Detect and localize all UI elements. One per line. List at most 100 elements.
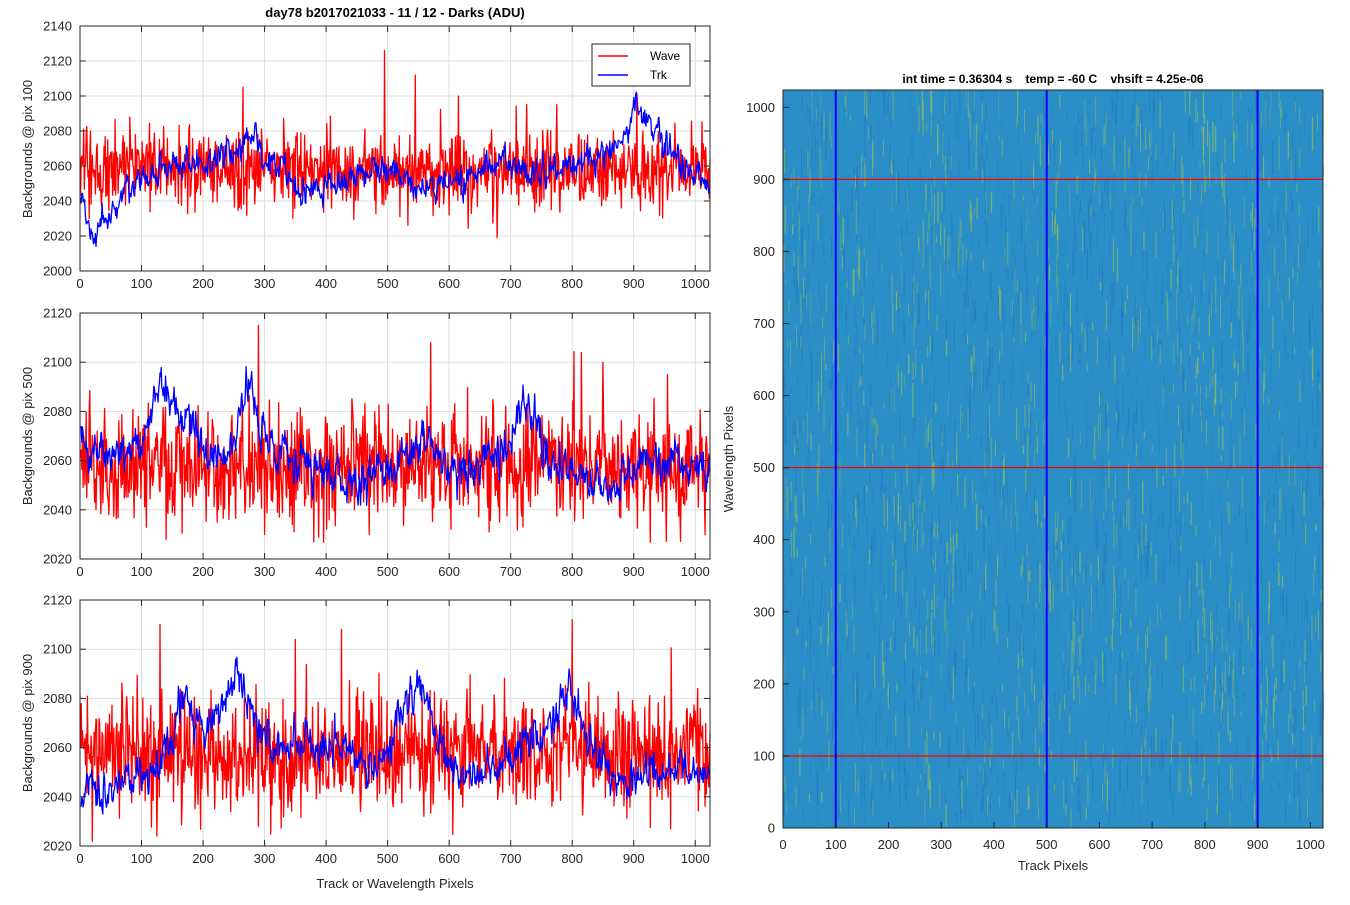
x-tick-label: 400: [315, 851, 337, 866]
x-tick-label: 300: [254, 564, 276, 579]
x-tick-label: 400: [315, 564, 337, 579]
y-tick-label: 2000: [43, 264, 72, 279]
x-tick-label: 0: [76, 851, 83, 866]
x-tick-label: 100: [131, 564, 153, 579]
series-trk-line: [79, 366, 711, 506]
y-tick-label: 2020: [43, 839, 72, 854]
x-tick-label: 0: [76, 564, 83, 579]
series-wave-line: [79, 619, 711, 842]
heatmap-y-tick-label: 400: [753, 532, 775, 547]
heatmap-x-tick-label: 600: [1089, 837, 1111, 852]
y-tick-label: 2120: [43, 306, 72, 321]
y-tick-label: 2080: [43, 691, 72, 706]
panel-pix-100: Backgrounds @ pix 100 0 100 200 300 400 500 60…: [20, 19, 711, 291]
x-tick-label: 1000: [681, 564, 710, 579]
heatmap-x-tick-label: 500: [1036, 837, 1058, 852]
heatmap-y-tick-label: 100: [753, 748, 775, 763]
y-tick-label: 2020: [43, 552, 72, 567]
panel-pix-900-xlabel: Track or Wavelength Pixels: [316, 876, 474, 891]
heatmap-title: int time = 0.36304 s temp = -60 C vhsift…: [902, 72, 1203, 86]
heatmap-y-tick-label: 900: [753, 172, 775, 187]
y-tick-label: 2100: [43, 355, 72, 370]
x-tick-label: 700: [500, 276, 522, 291]
heatmap-y-tick-label: 800: [753, 244, 775, 259]
y-tick-label: 2100: [43, 89, 72, 104]
figure-title: day78 b2017021033 - 11 / 12 - Darks (ADU…: [265, 5, 524, 20]
y-tick-label: 2120: [43, 593, 72, 608]
y-tick-label: 2140: [43, 19, 72, 34]
x-tick-label: 200: [192, 564, 214, 579]
axes-box: [79, 25, 711, 272]
x-tick-label: 900: [623, 564, 645, 579]
heatmap-xlabel: Track Pixels: [1018, 858, 1089, 873]
x-tick-label: 600: [438, 851, 460, 866]
series-wave-line: [79, 324, 711, 543]
heatmap-streaks: [783, 90, 1324, 828]
heatmap-x-tick-label: 800: [1194, 837, 1216, 852]
x-tick-label: 100: [131, 276, 153, 291]
y-tick-label: 2040: [43, 502, 72, 517]
x-tick-label: 300: [254, 851, 276, 866]
x-tick-label: 900: [623, 851, 645, 866]
x-tick-label: 600: [438, 564, 460, 579]
x-tick-label: 600: [438, 276, 460, 291]
heatmap-x-tick-label: 100: [825, 837, 847, 852]
x-tick-label: 100: [131, 851, 153, 866]
x-tick-label: 800: [561, 851, 583, 866]
y-tick-label: 2060: [43, 453, 72, 468]
x-tick-label: 500: [377, 851, 399, 866]
x-tick-label: 500: [377, 564, 399, 579]
y-tick-label: 2040: [43, 194, 72, 209]
heatmap-x-tick-label: 300: [930, 837, 952, 852]
x-tick-label: 700: [500, 564, 522, 579]
heatmap-y-tick-label: 600: [753, 388, 775, 403]
axes-box: [79, 599, 711, 847]
heatmap-axes-box: [782, 89, 1324, 829]
heatmap-x-tick-label: 400: [983, 837, 1005, 852]
x-tick-label: 400: [315, 276, 337, 291]
panel-heatmap: int time = 0.36304 s temp = -60 C vhsift…: [721, 72, 1325, 873]
heatmap-x-tick-label: 200: [878, 837, 900, 852]
y-tick-label: 2020: [43, 229, 72, 244]
series-trk-line: [80, 656, 711, 815]
panel-pix-500: Backgrounds @ pix 500 0 100 200 300 400 500 60…: [20, 306, 711, 579]
heatmap-x-tick-label: 1000: [1296, 837, 1325, 852]
heatmap-y-tick-label: 200: [753, 676, 775, 691]
panel-pix-500-ylabel: Backgrounds @ pix 500: [20, 367, 35, 505]
panel-pix-100-ylabel: Backgrounds @ pix 100: [20, 80, 35, 218]
plot-area: [80, 313, 710, 559]
y-tick-label: 2080: [43, 404, 72, 419]
heatmap-y-tick-label: 300: [753, 604, 775, 619]
x-tick-label: 1000: [681, 276, 710, 291]
heatmap-ylabel: Wavelength Pixels: [721, 405, 736, 512]
legend-box: [591, 43, 691, 87]
panel-pix-900: Backgrounds @ pix 900 Track or Wavelengt…: [20, 593, 711, 891]
legend-trk-label: Trk: [650, 68, 668, 82]
heatmap-x-tick-label: 0: [779, 837, 786, 852]
heatmap-x-tick-label: 900: [1247, 837, 1269, 852]
y-tick-label: 2040: [43, 789, 72, 804]
heatmap-y-tick-label: 1000: [746, 100, 775, 115]
y-tick-label: 2060: [43, 740, 72, 755]
y-tick-label: 2120: [43, 54, 72, 69]
y-tick-label: 2100: [43, 642, 72, 657]
y-tick-label: 2080: [43, 124, 72, 139]
x-tick-label: 200: [192, 276, 214, 291]
heatmap-y-tick-label: 500: [753, 460, 775, 475]
y-tick-label: 2060: [43, 159, 72, 174]
x-tick-label: 1000: [681, 851, 710, 866]
heatmap-image: [783, 90, 1323, 828]
x-tick-label: 900: [623, 276, 645, 291]
x-tick-label: 300: [254, 276, 276, 291]
x-tick-label: 800: [561, 564, 583, 579]
heatmap-y-tick-label: 700: [753, 316, 775, 331]
x-tick-label: 0: [76, 276, 83, 291]
x-tick-label: 200: [192, 851, 214, 866]
heatmap-y-tick-label: 0: [768, 821, 775, 836]
axes-box: [79, 312, 711, 560]
panel-pix-900-ylabel: Backgrounds @ pix 900: [20, 654, 35, 792]
x-tick-label: 700: [500, 851, 522, 866]
heatmap-x-tick-label: 700: [1141, 837, 1163, 852]
